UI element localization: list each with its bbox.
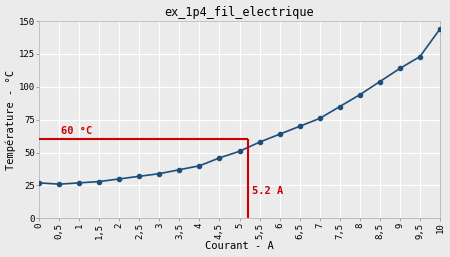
Text: 60 °C: 60 °C [61,125,92,135]
Title: ex_1p4_fil_electrique: ex_1p4_fil_electrique [165,6,315,19]
X-axis label: Courant - A: Courant - A [205,241,274,251]
Y-axis label: Température - °C: Température - °C [5,70,16,170]
Text: 5.2 A: 5.2 A [252,186,284,196]
